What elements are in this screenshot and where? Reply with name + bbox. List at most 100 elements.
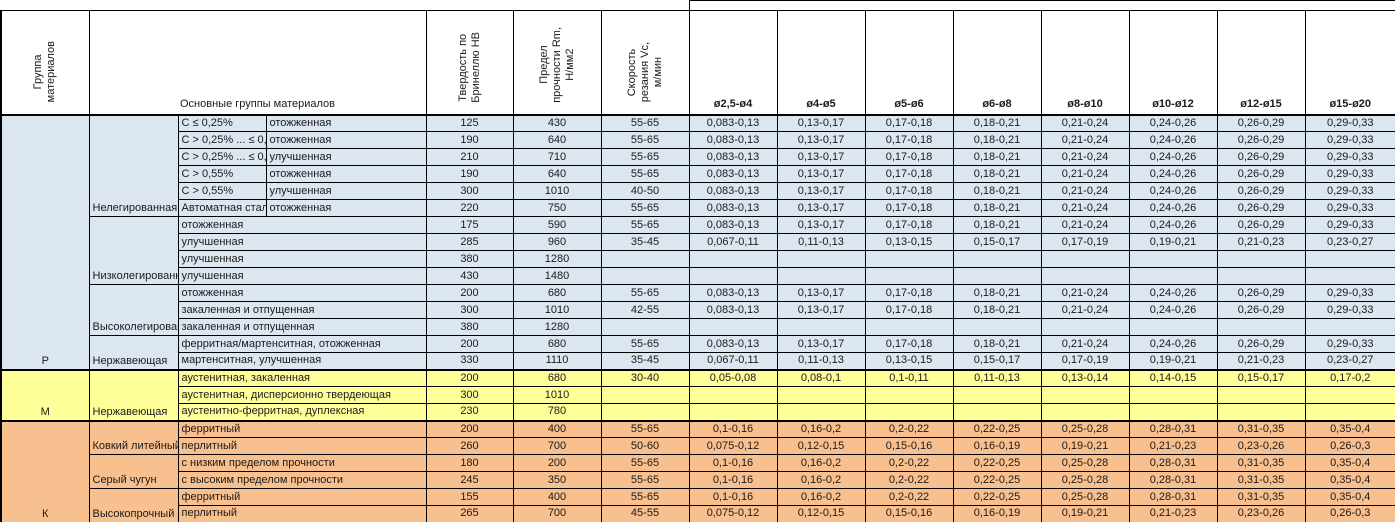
cell-feed: 0,18-0,21 (952, 148, 1042, 166)
cell-feed: 0,17-0,18 (864, 165, 954, 183)
cell-feed: 0,16-0,19 (952, 437, 1042, 455)
cell-state: отожженная (265, 113, 427, 132)
cell-feed: 0,17-0,18 (864, 216, 954, 234)
cell-feed (776, 267, 866, 285)
cell-feed: 0,35-0,4 (1304, 488, 1395, 506)
cell-feed: 0,31-0,35 (1216, 454, 1306, 472)
cell-feed: 0,29-0,33 (1304, 131, 1395, 149)
cell-rm: 200 (512, 454, 602, 472)
cell-rm: 700 (512, 437, 602, 455)
cell-feed (1216, 318, 1306, 336)
cell-hb: 210 (425, 148, 514, 166)
cell-material-group-k: К (0, 419, 90, 522)
subgroup-label: Автоматная сталь (181, 201, 266, 214)
cell-state: перлитный (177, 505, 427, 522)
cell-feed: 0,21-0,24 (1040, 199, 1130, 217)
cell-feed: 0,23-0,26 (1216, 437, 1306, 455)
cell-feed: 0,11-0,13 (952, 368, 1042, 387)
cell-feed: 0,29-0,33 (1304, 284, 1395, 302)
cell-feed: 0,15-0,17 (952, 352, 1042, 370)
cell-hb: 200 (425, 368, 514, 387)
cell-state: отожженная (265, 165, 427, 183)
cell-rm: 1480 (512, 267, 602, 285)
cell-feed: 0,075-0,12 (688, 505, 778, 522)
cell-state: с низким пределом прочности (177, 454, 427, 472)
subgroup-label: C > 0,55% (181, 184, 234, 197)
state-label: аустенитно-ферритная, дуплексная (181, 405, 365, 418)
state-label: ферритная/мартенситная, отожженная (181, 337, 381, 350)
cell-feed: 0,21-0,23 (1128, 505, 1218, 522)
cell-vc (600, 250, 690, 268)
state-label: отожженная (181, 218, 244, 231)
subgroup-label: C > 0,55% (181, 167, 234, 180)
cell-feed: 0,12-0,15 (776, 437, 866, 455)
cell-feed: 0,17-0,18 (864, 335, 954, 353)
cell-rm: 640 (512, 131, 602, 149)
cell-feed: 0,13-0,17 (776, 216, 866, 234)
cell-hb: 175 (425, 216, 514, 234)
cell-state: мартенситная, улучшенная (177, 352, 427, 370)
cell-feed: 0,28-0,31 (1128, 454, 1218, 472)
cell-feed: 0,21-0,24 (1040, 216, 1130, 234)
cell-hb: 180 (425, 454, 514, 472)
table-row: Автоматная сталь отожженная 220 750 55-6… (1, 199, 1395, 217)
cell-feed: 0,35-0,4 (1304, 454, 1395, 472)
cell-feed: 0,13-0,15 (864, 233, 954, 251)
cell-feed (952, 318, 1042, 336)
cell-hb: 245 (425, 471, 514, 489)
cell-rm: 1280 (512, 250, 602, 268)
cell-feed: 0,18-0,21 (952, 182, 1042, 200)
cell-rm: 1110 (512, 352, 602, 370)
cell-feed: 0,28-0,31 (1128, 488, 1218, 506)
table-row: C > 0,25% ... ≤ 0,55% отожженная 190 640… (1, 131, 1395, 149)
cell-feed: 0,18-0,21 (952, 216, 1042, 234)
cell-feed: 0,18-0,21 (952, 113, 1042, 132)
feed-header-strip (688, 0, 1395, 11)
cell-feed: 0,26-0,3 (1304, 437, 1395, 455)
cell-hb: 380 (425, 318, 514, 336)
cell-feed: 0,083-0,13 (688, 113, 778, 132)
state-label: улучшенная (269, 150, 332, 163)
cell-feed (1128, 386, 1218, 404)
cell-feed: 0,083-0,13 (688, 165, 778, 183)
cell-vc: 55-65 (600, 131, 690, 149)
cell-feed: 0,22-0,25 (952, 454, 1042, 472)
cell-feed: 0,25-0,28 (1040, 454, 1130, 472)
table-row: перлитный 260 700 50-60 0,075-0,12 0,12-… (1, 437, 1395, 455)
cell-feed: 0,21-0,24 (1040, 284, 1130, 302)
cell-feed (1216, 386, 1306, 404)
cell-feed: 0,26-0,29 (1216, 165, 1306, 183)
cell-feed: 0,083-0,13 (688, 182, 778, 200)
header-diameter: ø2,5-ø4 (688, 10, 778, 115)
header-hardness-label: Твердость по Бринеллю HB (456, 31, 482, 103)
cell-feed: 0,35-0,4 (1304, 471, 1395, 489)
cell-state: улучшенная (177, 250, 427, 268)
cell-feed: 0,25-0,28 (1040, 419, 1130, 438)
cell-feed: 0,13-0,17 (776, 199, 866, 217)
cell-steel-group: Высокопрочный (88, 488, 179, 522)
cell-rm: 780 (512, 403, 602, 421)
cell-rm: 710 (512, 148, 602, 166)
cell-feed: 0,23-0,27 (1304, 233, 1395, 251)
cell-feed (688, 386, 778, 404)
table-row: К Ковкий литейный ферритный 200 400 55-6… (0, 419, 1395, 522)
cell-feed: 0,21-0,23 (1216, 233, 1306, 251)
cell-feed: 0,17-0,18 (864, 113, 954, 132)
cell-vc: 55-65 (600, 199, 690, 217)
cell-feed: 0,26-0,29 (1216, 335, 1306, 353)
table-row: с высоким пределом прочности 245 350 55-… (1, 471, 1395, 489)
table-row: улучшенная 285 960 35-45 0,067-0,11 0,11… (1, 233, 1395, 251)
cell-feed: 0,067-0,11 (688, 233, 778, 251)
cell-feed (1040, 267, 1130, 285)
cell-feed (864, 318, 954, 336)
cell-feed: 0,21-0,24 (1040, 335, 1130, 353)
cell-state: ферритная/мартенситная, отожженная (177, 335, 427, 353)
cell-feed: 0,1-0,16 (688, 419, 778, 438)
cell-feed: 0,1-0,16 (688, 488, 778, 506)
table-row: Серый чугун с низким пределом прочности … (1, 454, 1395, 489)
cell-hb: 380 (425, 250, 514, 268)
cell-rm: 400 (512, 488, 602, 506)
cell-vc: 35-45 (600, 233, 690, 251)
header-diameter: ø12-ø15 (1216, 10, 1306, 115)
cell-feed: 0,1-0,11 (864, 368, 954, 387)
